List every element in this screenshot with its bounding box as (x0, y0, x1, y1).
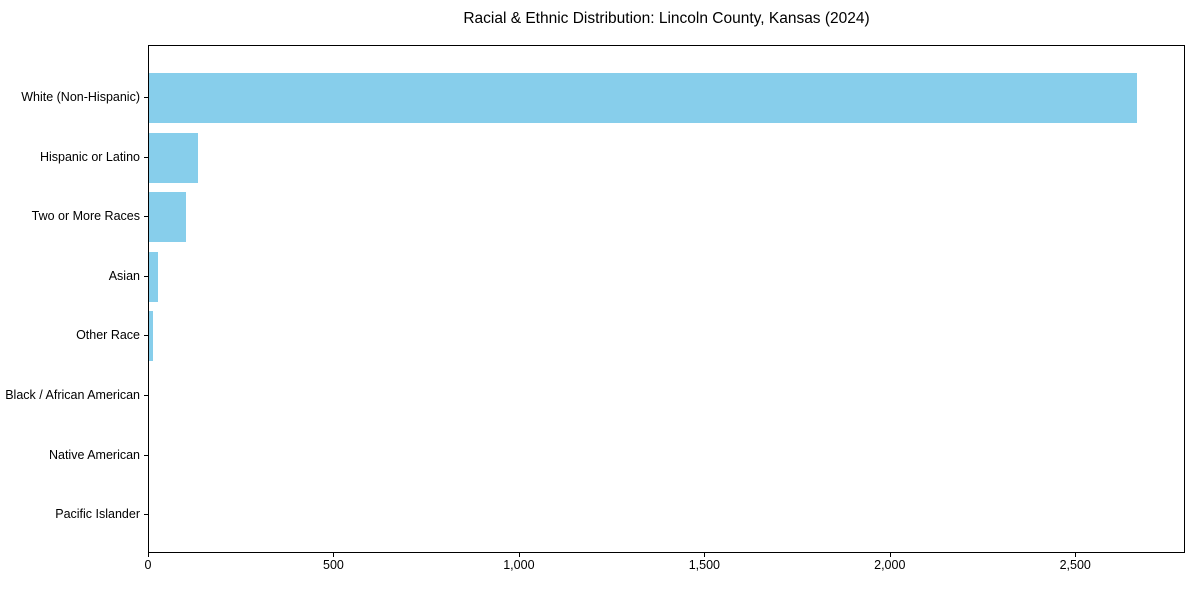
y-tick-mark (144, 97, 148, 98)
y-tick-mark (144, 514, 148, 516)
y-tick-mark (144, 216, 148, 218)
y-tick-mark (144, 335, 148, 337)
y-tick-mark (144, 156, 148, 158)
y-tick-label: Asian (108, 268, 140, 283)
y-tick-mark (144, 395, 148, 396)
y-tick-label: Two or More Races (31, 209, 140, 224)
bar (149, 251, 158, 302)
y-tick-label: Pacific Islander (55, 507, 140, 522)
x-tick-mark (333, 553, 335, 557)
bar (149, 73, 1137, 123)
x-tick-label: 500 (323, 558, 344, 572)
x-tick-label: 2,500 (1059, 558, 1091, 572)
x-tick-mark (1075, 553, 1077, 557)
x-tick-label: 0 (144, 558, 152, 572)
bar (149, 132, 198, 183)
y-tick-label: White (Non-Hispanic) (21, 90, 140, 104)
x-tick-mark (704, 553, 706, 557)
y-tick-label: Native American (48, 447, 140, 462)
y-tick-mark (144, 454, 148, 456)
x-tick-mark (148, 553, 149, 557)
x-tick-label: 2,000 (874, 558, 906, 572)
x-tick-label: 1,000 (503, 558, 535, 572)
y-tick-label: Hispanic or Latino (39, 149, 140, 164)
x-tick-label: 1,500 (688, 558, 720, 572)
x-tick-mark (518, 553, 520, 557)
y-tick-mark (144, 275, 148, 277)
bar (149, 311, 153, 362)
y-tick-label: Other Race (76, 328, 140, 343)
plot-area (148, 45, 1185, 553)
chart-title: Racial & Ethnic Distribution: Lincoln Co… (463, 10, 870, 27)
bar (149, 192, 187, 243)
x-tick-mark (889, 553, 891, 557)
y-tick-label: Black / African American (5, 388, 140, 402)
